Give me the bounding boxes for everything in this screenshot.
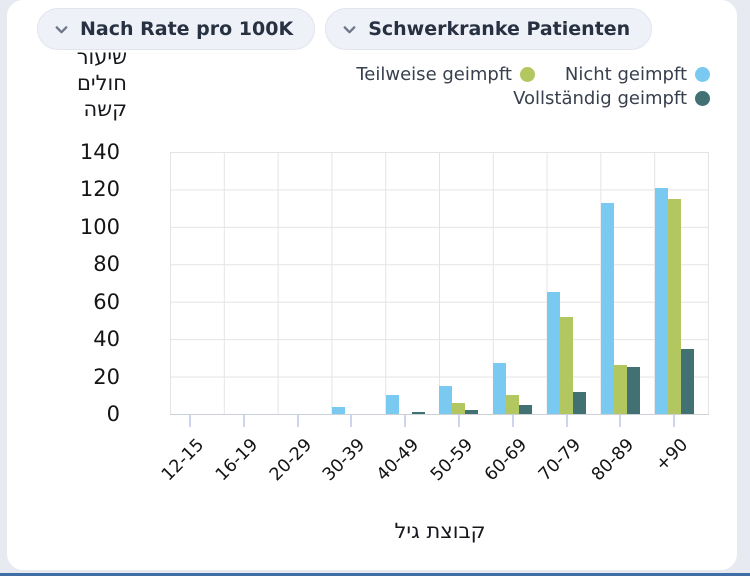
bar-teilweise-geimpft[interactable] [452, 402, 466, 414]
bar-vollst-ndig-geimpft[interactable] [573, 391, 586, 414]
legend-item-vollstaendig-geimpft[interactable]: Vollständig geimpft [513, 88, 710, 109]
y-axis-tick-label: 140 [79, 140, 120, 164]
legend-row: Teilweise geimpft Nicht geimpft [356, 64, 710, 85]
y-axis-tick-label: 20 [93, 364, 120, 389]
legend-row: Vollständig geimpft [513, 88, 710, 109]
bar-nicht-geimpft[interactable] [547, 292, 560, 414]
bar-vollst-ndig-geimpft[interactable] [519, 404, 533, 414]
x-axis-tick-mark [296, 415, 299, 427]
bar-nicht-geimpft[interactable] [654, 187, 668, 414]
bar-vollst-ndig-geimpft[interactable] [411, 412, 425, 414]
x-axis-title: קבוצת גיל [394, 519, 486, 543]
legend-swatch-vollstaendig-icon [695, 91, 710, 106]
bar-nicht-geimpft[interactable] [493, 363, 507, 414]
legend-swatch-nicht-icon [695, 67, 710, 82]
x-axis-tick-mark [619, 415, 622, 427]
bar-teilweise-geimpft[interactable] [613, 365, 627, 414]
bottom-accent-bar [0, 573, 750, 576]
chevron-down-icon [55, 25, 68, 33]
y-axis-tick-label: 80 [93, 252, 120, 277]
bar-nicht-geimpft[interactable] [331, 406, 345, 414]
legend-label: Teilweise geimpft [356, 64, 512, 85]
filter-dropdown-patient-type[interactable]: Schwerkranke Patienten [325, 8, 653, 50]
bar-vollst-ndig-geimpft[interactable] [465, 410, 479, 414]
bar-nicht-geimpft[interactable] [385, 395, 399, 414]
filter-label-patient-type: Schwerkranke Patienten [368, 18, 631, 40]
legend-label: Vollständig geimpft [513, 88, 687, 109]
y-axis-tick-label: 100 [79, 214, 120, 239]
y-axis-title: שיעור חולים קשה [43, 44, 127, 122]
filter-label-metric: Nach Rate pro 100K [80, 18, 294, 40]
chart-legend: Teilweise geimpft Nicht geimpft Vollstän… [356, 64, 710, 109]
x-axis-tick-mark [511, 415, 514, 427]
y-axis-title-line: קשה [83, 97, 128, 121]
y-axis-tick-label: 60 [93, 289, 120, 314]
x-axis-tick-mark [350, 415, 353, 427]
y-axis-title-line: שיעור [76, 45, 127, 69]
filter-dropdown-metric[interactable]: Nach Rate pro 100K [37, 8, 316, 50]
bar-teilweise-geimpft[interactable] [506, 395, 520, 414]
legend-item-teilweise-geimpft[interactable]: Teilweise geimpft [356, 64, 535, 85]
bar-nicht-geimpft[interactable] [600, 202, 614, 414]
legend-label: Nicht geimpft [564, 64, 687, 85]
bar-nicht-geimpft[interactable] [439, 385, 453, 414]
x-axis-tick-mark [242, 415, 245, 427]
bar-teilweise-geimpft[interactable] [667, 198, 681, 414]
x-axis-tick-mark [404, 415, 407, 427]
bar-teilweise-geimpft[interactable] [560, 316, 573, 414]
y-axis-title-line: חולים [76, 71, 127, 95]
bar-vollst-ndig-geimpft[interactable] [680, 348, 694, 414]
y-axis-tick-label: 40 [93, 327, 120, 352]
legend-swatch-teilweise-icon [519, 67, 535, 82]
bar-vollst-ndig-geimpft[interactable] [626, 367, 640, 414]
legend-item-nicht-geimpft[interactable]: Nicht geimpft [565, 64, 710, 85]
x-axis-tick-mark [188, 415, 191, 427]
y-axis-tick-label: 0 [106, 402, 120, 426]
filter-bar: Nach Rate pro 100K Schwerkranke Patiente… [37, 8, 653, 50]
x-axis-tick-mark [565, 415, 568, 427]
x-axis-tick-mark [673, 415, 676, 427]
y-axis-tick-label: 120 [79, 177, 120, 202]
x-axis-tick-mark [457, 415, 460, 427]
chevron-down-icon [343, 25, 356, 33]
